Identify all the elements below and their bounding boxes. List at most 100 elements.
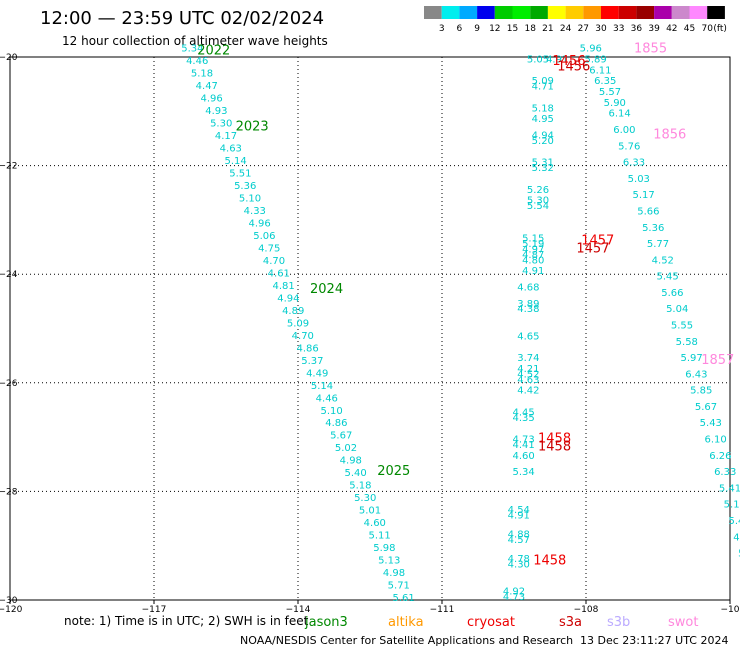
- legend-swatch: [636, 6, 655, 19]
- wave-height-point: 5.32: [532, 163, 554, 174]
- wave-height-point: 4.73: [512, 435, 534, 446]
- legend-label: 33: [613, 24, 624, 34]
- pass-label: 1457: [576, 241, 609, 256]
- wave-height-point: 5.76: [618, 141, 640, 152]
- legend-swatch: [494, 6, 513, 19]
- timestamp-text: 13 Dec 23:11:27 UTC 2024: [580, 634, 728, 647]
- wave-height-point: 5.11: [368, 531, 390, 542]
- wave-height-point: 5.34: [512, 467, 534, 478]
- wave-height-point: 5.06: [253, 231, 275, 242]
- wave-height-point: 4.61: [268, 268, 290, 279]
- pass-label: 1855: [634, 42, 667, 57]
- wave-height-point: 4.98: [340, 456, 362, 467]
- pass-label: 2024: [310, 282, 343, 297]
- chart-subtitle: 12 hour collection of altimeter wave hei…: [62, 34, 328, 48]
- wave-height-point: 5.18: [191, 69, 213, 80]
- wave-height-point: 4.98: [383, 568, 405, 579]
- x-tick-label: −10: [721, 605, 740, 615]
- wave-height-point: 5.30: [527, 196, 549, 207]
- wave-height-point: 5.58: [676, 337, 698, 348]
- legend-swatch: [477, 6, 495, 19]
- wave-height-point: 5.03: [628, 174, 650, 185]
- wave-height-point: 6.26: [709, 451, 731, 462]
- wave-height-point: 4.94: [277, 293, 299, 304]
- mission-label: jason3: [304, 615, 348, 630]
- plot-frame: [9, 56, 731, 601]
- pass-label: 1457: [581, 233, 614, 248]
- wave-height-point: 4.70: [292, 331, 314, 342]
- credit-text: NOAA/NESDIS Center for Satellite Applica…: [240, 634, 573, 647]
- wave-height-point: 4.91: [546, 54, 568, 65]
- wave-height-point: 5.77: [647, 239, 669, 250]
- wave-height-point: 4.54: [508, 505, 530, 516]
- wave-height-point: 4.77: [733, 532, 740, 543]
- wave-height-point: 5.19: [522, 239, 544, 250]
- wave-height-point: 4.87: [522, 250, 544, 261]
- legend-swatch: [601, 6, 619, 19]
- wave-height-point: 4.86: [325, 418, 347, 429]
- pass-label: 1856: [653, 127, 686, 142]
- wave-height-point: 3.89: [517, 299, 539, 310]
- legend-swatch: [459, 6, 478, 19]
- wave-height-point: 6.11: [589, 65, 611, 76]
- wave-height-point: 6.35: [594, 76, 616, 87]
- wave-height-point: 5.22: [738, 549, 740, 560]
- wave-height-point: 5.20: [532, 136, 554, 147]
- wave-height-point: 5.18: [349, 481, 371, 492]
- wave-height-point: 6.14: [608, 109, 630, 120]
- legend-label: 45: [684, 24, 695, 34]
- wave-height-point: 5.85: [690, 386, 712, 397]
- wave-height-point: 5.18: [532, 103, 554, 114]
- wave-height-point: 5.71: [388, 581, 410, 592]
- chart-title: 12:00 — 23:59 UTC 02/02/2024: [40, 8, 324, 29]
- legend-label: 39: [648, 24, 660, 34]
- wave-height-point: 4.42: [517, 386, 539, 397]
- wave-height-point: 5.36: [234, 181, 256, 192]
- legend-swatch: [530, 6, 548, 19]
- wave-height-point: 4.63: [517, 375, 539, 386]
- legend-unit: (ft): [713, 24, 727, 34]
- wave-height-point: 4.63: [220, 143, 242, 154]
- wave-height-point: 5.37: [301, 356, 323, 367]
- pass-label: 1857: [701, 353, 734, 368]
- wave-height-point: 4.38: [517, 304, 539, 315]
- legend-swatch: [565, 6, 584, 19]
- wave-height-point: 4.70: [263, 256, 285, 267]
- wave-height-point: 4.52: [517, 369, 539, 380]
- wave-height-point: 5.30: [354, 493, 376, 504]
- wave-height-point: 5.43: [700, 418, 722, 429]
- wave-height-point: 5.90: [604, 98, 626, 109]
- legend-label: 36: [631, 24, 643, 34]
- y-tick-label: −26: [0, 379, 18, 389]
- wave-height-point: 4.30: [508, 559, 530, 570]
- wave-height-point: 4.41: [512, 440, 534, 451]
- legend-swatch: [689, 6, 708, 19]
- wave-height-point: 4.73: [503, 592, 525, 603]
- mission-label: s3a: [559, 615, 582, 630]
- wave-height-point: 4.17: [215, 131, 237, 142]
- mission-label: swot: [668, 615, 698, 630]
- wave-height-point: 5.55: [671, 321, 693, 332]
- y-tick-label: −28: [0, 487, 18, 497]
- pass-label: 1458: [533, 554, 566, 569]
- plot-area: −120 −117 −114 −111 −108 −10 −20 −22 −24 −26 −28 −3…: [0, 42, 740, 615]
- wave-height-point: 4.60: [364, 518, 386, 529]
- wave-height-point: 5.57: [599, 87, 621, 98]
- y-tick-label: −24: [0, 270, 18, 280]
- wave-height-point: 5.66: [661, 288, 683, 299]
- wave-height-point: 5.89: [584, 54, 606, 65]
- wave-height-point: 5.97: [680, 353, 702, 364]
- wave-height-point: 5.51: [229, 168, 251, 179]
- wave-height-point: 4.21: [517, 364, 539, 375]
- pass-label: 2022: [197, 43, 230, 58]
- legend-swatch: [671, 6, 690, 19]
- pass-label: 2023: [236, 119, 269, 134]
- legend-swatch: [512, 6, 531, 19]
- pass-label: 1458: [538, 440, 571, 455]
- wave-height-point: 5.45: [728, 516, 740, 527]
- wave-height-point: 3.74: [517, 353, 539, 364]
- legend-label: 18: [524, 24, 536, 34]
- pass-label: 1456: [552, 54, 585, 69]
- wave-height-point: 5.96: [580, 44, 602, 55]
